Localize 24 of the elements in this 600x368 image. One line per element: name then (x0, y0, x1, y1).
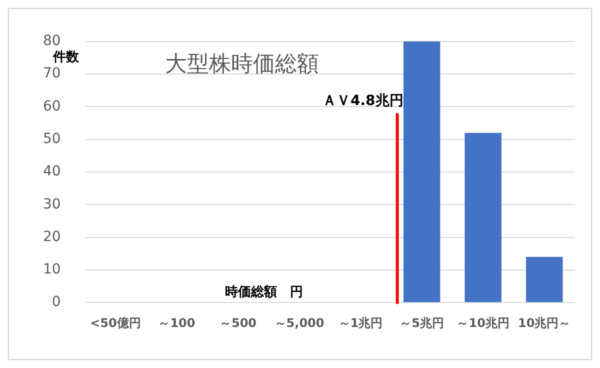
y-axis-title: 件数 (52, 50, 80, 65)
x-axis-title: 時価総額 円 (224, 284, 303, 300)
x-tick-label: <50億円 (90, 316, 141, 330)
bar (526, 256, 563, 302)
y-tick-label: 70 (42, 66, 61, 82)
y-tick-label: 60 (42, 98, 61, 114)
x-tick-label: 10兆円～ (518, 316, 571, 330)
ref-line-label: ＡＶ4.8兆円 (322, 93, 404, 110)
x-tick-label: ～10兆円 (456, 316, 510, 330)
text: 大型株時価総額 (164, 52, 319, 78)
x-tick-label: ～1兆円 (338, 316, 383, 330)
y-tick-label: 40 (42, 164, 61, 180)
bar (464, 132, 502, 302)
y-tick-label: 50 (42, 130, 61, 147)
x-tick-label: ～5兆円 (400, 316, 444, 330)
x-tick-label: ～500 (219, 316, 257, 330)
x-tick-label: ～100 (158, 316, 196, 330)
y-tick-label: 10 (42, 262, 61, 278)
y-tick-label: 0 (52, 294, 61, 310)
y-tick-label: 80 (42, 33, 61, 50)
y-tick-label: 20 (42, 228, 61, 245)
bar (403, 41, 440, 302)
x-tick-label: ～5,000 (274, 316, 324, 330)
y-tick-label: 30 (42, 196, 61, 212)
